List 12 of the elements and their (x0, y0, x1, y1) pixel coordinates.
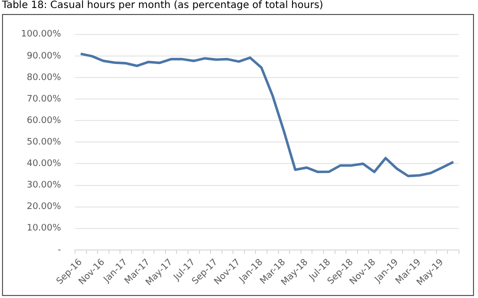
y-tick-label: 80.00% (26, 72, 62, 83)
y-tick-label: 30.00% (26, 180, 62, 191)
y-tick-label: 40.00% (26, 159, 62, 170)
y-tick-label: 90.00% (26, 51, 62, 62)
y-tick-label: - (58, 245, 62, 256)
y-tick-label: 60.00% (26, 116, 62, 126)
chart-title: Table 18: Casual hours per month (as percentage of total hours) (2, 0, 324, 11)
y-tick-label: 100.00% (20, 30, 62, 40)
y-tick-label: 10.00% (26, 224, 62, 234)
y-tick-label: 50.00% (26, 138, 62, 148)
y-tick-label: 20.00% (26, 202, 62, 212)
y-tick-label: 70.00% (26, 94, 62, 104)
